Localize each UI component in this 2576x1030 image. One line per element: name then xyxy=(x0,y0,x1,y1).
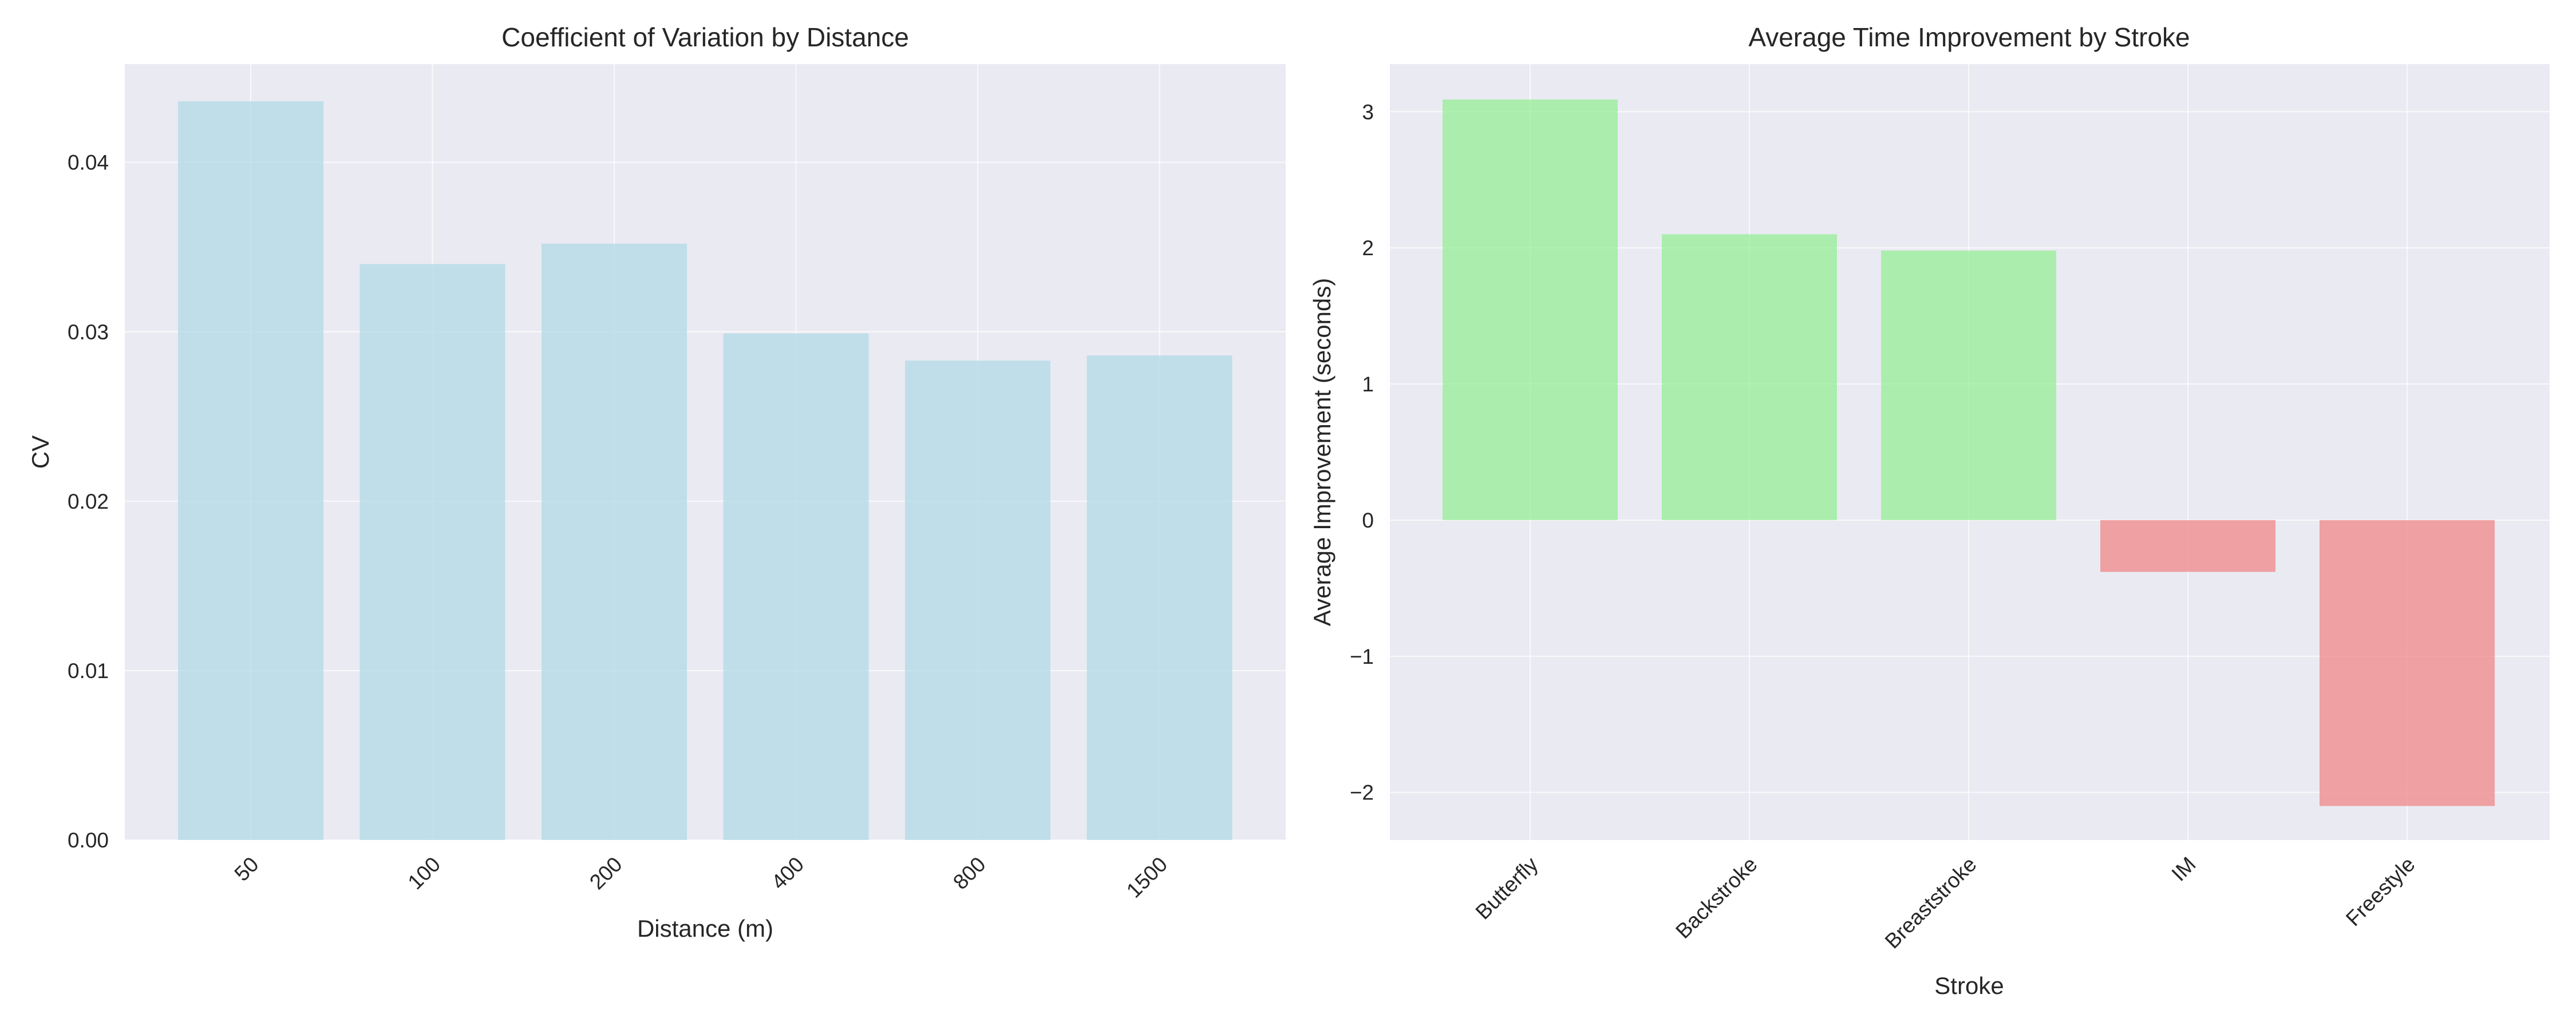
x-tick-label: Freestyle xyxy=(2341,853,2420,931)
x-tick-label: 50 xyxy=(230,853,263,886)
x-tick-label: 100 xyxy=(404,853,445,894)
x-tick-label: 800 xyxy=(949,853,990,894)
y-tick-label: 0.00 xyxy=(68,829,109,852)
y-tick-label: 3 xyxy=(1362,100,1374,124)
bar-backstroke xyxy=(1662,234,1837,520)
y-tick-label: 0.03 xyxy=(68,320,109,344)
y-tick-label: −2 xyxy=(1350,781,1374,805)
x-ticks: 50 100 200 400 800 1500 xyxy=(230,853,1172,902)
chart-title: Average Time Improvement by Stroke xyxy=(1748,22,2190,52)
x-tick-label: Butterfly xyxy=(1471,852,1543,924)
time-improvement-by-stroke-chart: Average Time Improvement by Stroke −2 −1 0… xyxy=(1309,22,2550,999)
x-axis-label: Distance (m) xyxy=(637,915,773,942)
x-ticks: Butterfly Backstroke Breaststroke IM Freesty… xyxy=(1471,852,2420,953)
y-tick-label: −1 xyxy=(1350,645,1374,668)
bar-100 xyxy=(359,264,505,841)
y-tick-label: 1 xyxy=(1362,373,1374,396)
bar-200 xyxy=(542,243,687,840)
y-ticks: −2 −1 0 1 2 3 xyxy=(1350,100,1374,804)
bars xyxy=(1443,99,2495,806)
cv-by-distance-chart: Coefficient of Variation by Distance 0.0… xyxy=(27,22,1286,942)
bar-800 xyxy=(905,360,1050,840)
y-tick-label: 0 xyxy=(1362,509,1374,532)
x-tick-label: 1500 xyxy=(1122,853,1172,902)
x-tick-label: 200 xyxy=(585,853,627,894)
y-axis-label: Average Improvement (seconds) xyxy=(1309,278,1336,627)
x-tick-label: Breaststroke xyxy=(1880,853,1981,953)
bar-butterfly xyxy=(1443,99,1618,520)
y-axis-label: CV xyxy=(27,435,54,469)
y-tick-label: 2 xyxy=(1362,236,1374,260)
bars xyxy=(178,101,1232,841)
x-tick-label: 400 xyxy=(767,853,809,894)
bar-im xyxy=(2100,520,2275,572)
bar-400 xyxy=(723,333,869,840)
x-tick-label: Backstroke xyxy=(1671,853,1761,943)
x-tick-label: IM xyxy=(2167,853,2200,886)
y-tick-label: 0.02 xyxy=(68,490,109,513)
y-tick-label: 0.01 xyxy=(68,659,109,683)
x-axis-label: Stroke xyxy=(1934,972,2004,999)
bar-breaststroke xyxy=(1881,250,2056,520)
bar-freestyle xyxy=(2320,520,2495,806)
bar-50 xyxy=(178,101,323,840)
y-ticks: 0.00 0.01 0.02 0.03 0.04 xyxy=(68,151,109,852)
chart-title: Coefficient of Variation by Distance xyxy=(501,22,909,52)
bar-1500 xyxy=(1086,355,1232,840)
y-tick-label: 0.04 xyxy=(68,151,109,175)
